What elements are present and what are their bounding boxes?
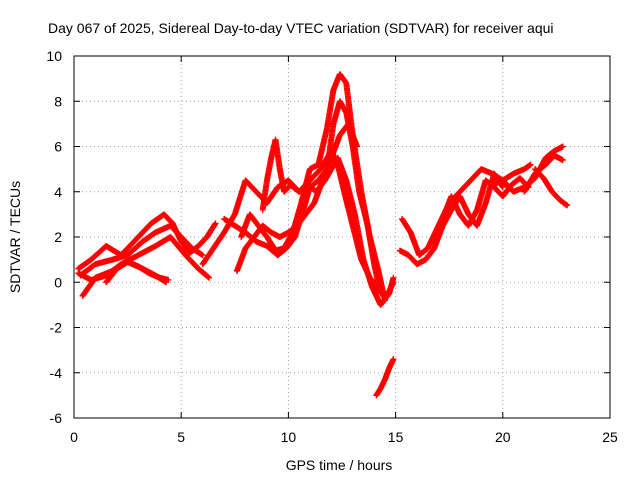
data-point xyxy=(390,274,397,281)
series-track-17 xyxy=(531,166,571,209)
series-track-10 xyxy=(233,120,361,274)
y-tick-label: 10 xyxy=(46,48,62,64)
data-point xyxy=(559,157,566,164)
data-point xyxy=(212,220,219,227)
data-point xyxy=(165,276,172,283)
y-tick-label: -6 xyxy=(50,410,63,426)
series-track-1 xyxy=(75,211,219,272)
data-point xyxy=(527,161,534,168)
data-point xyxy=(390,356,397,363)
data-point xyxy=(499,184,506,191)
series-track-8 xyxy=(238,71,388,304)
tick-labels: 0 5 10 15 20 25 -6 -4 -2 0 2 4 6 8 10 xyxy=(46,48,618,445)
y-axis-label: SDTVAR / TECUs xyxy=(7,181,23,293)
x-tick-label: 0 xyxy=(70,429,78,445)
series-track-5 xyxy=(103,258,172,286)
x-tick-label: 20 xyxy=(495,429,511,445)
y-tick-label: 8 xyxy=(54,93,62,109)
y-tick-label: -2 xyxy=(50,320,63,336)
chart-title: Day 067 of 2025, Sidereal Day-to-day VTE… xyxy=(48,20,554,36)
plot-frame xyxy=(73,55,611,419)
data-point xyxy=(559,143,566,150)
y-tick-label: 0 xyxy=(54,274,62,290)
data-point xyxy=(199,252,206,259)
series-track-2 xyxy=(77,222,206,279)
y-tick-label: 6 xyxy=(54,139,62,155)
data-point xyxy=(206,274,213,281)
x-tick-label: 5 xyxy=(177,429,185,445)
plot-area xyxy=(75,71,571,399)
data-point xyxy=(564,202,571,209)
data-point xyxy=(354,143,361,150)
x-tick-label: 25 xyxy=(602,429,618,445)
y-tick-label: 2 xyxy=(54,229,62,245)
series-track-11 xyxy=(373,356,397,399)
x-axis-label: GPS time / hours xyxy=(286,457,393,473)
y-tick-label: 4 xyxy=(54,184,62,200)
x-tick-label: 15 xyxy=(388,429,404,445)
y-tick-label: -4 xyxy=(50,365,63,381)
x-tick-label: 10 xyxy=(281,429,297,445)
